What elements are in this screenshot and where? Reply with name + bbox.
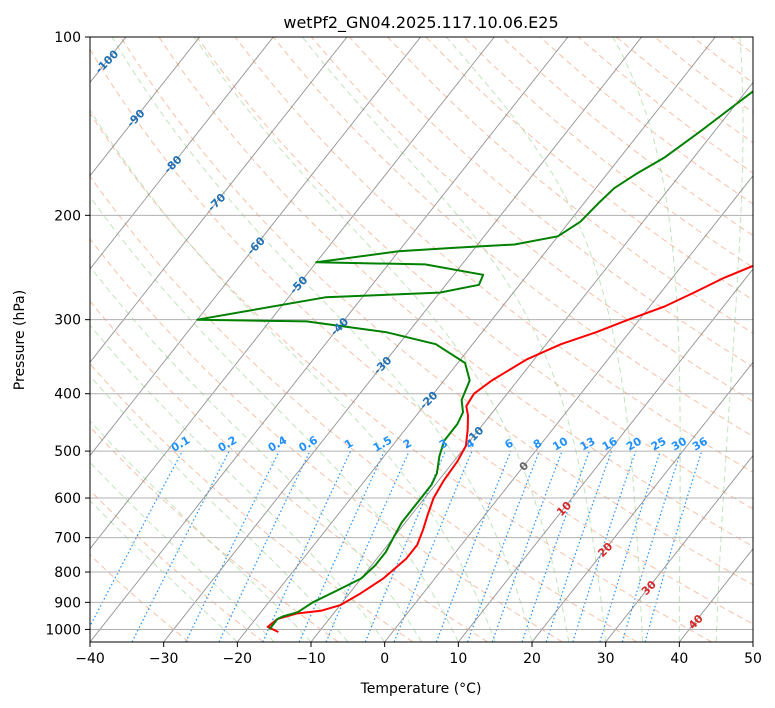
y-tick-label: 300 — [54, 313, 81, 329]
isotherm-line — [457, 268, 753, 642]
x-tick-label: 30 — [597, 651, 615, 667]
isotherm-line — [90, 37, 348, 363]
isotherm-line — [90, 37, 274, 270]
isotherm-line — [605, 454, 753, 642]
moist-adiabat — [90, 324, 386, 642]
x-tick-label: 20 — [523, 651, 541, 667]
mixing-ratio-line — [599, 450, 661, 642]
dry-adiabat — [272, 37, 753, 438]
mixing-ratio-line — [466, 450, 540, 642]
moist-adiabat — [445, 37, 643, 642]
dry-adiabat — [90, 112, 712, 642]
mixing-ratio-line — [325, 450, 410, 642]
dry-adiabat — [158, 37, 753, 548]
mixing-ratio-line — [90, 450, 183, 628]
x-tick-label: 50 — [744, 651, 762, 667]
y-tick-label: 600 — [54, 491, 81, 507]
moist-adiabat — [193, 37, 570, 642]
x-tick-label: 10 — [449, 651, 467, 667]
x-tick-label: 40 — [670, 651, 688, 667]
y-tick-label: 100 — [54, 30, 81, 46]
dry-adiabat — [425, 37, 753, 301]
series-layer — [196, 90, 753, 633]
moist-adiabat — [90, 265, 422, 642]
moist-adiabat — [612, 37, 681, 642]
isotherm-line — [236, 37, 716, 642]
mixing-ratio-line — [435, 450, 512, 642]
temperature-profile-line — [266, 264, 753, 633]
x-tick-label: −40 — [75, 651, 105, 667]
dry-adiabat — [90, 175, 638, 642]
y-tick-label: 900 — [54, 595, 81, 611]
isotherm-line — [90, 37, 200, 177]
x-tick-label: −20 — [223, 651, 253, 667]
dry-adiabat — [311, 37, 753, 402]
y-tick-label: 400 — [54, 387, 81, 403]
dewpoint-profile-line — [196, 90, 753, 631]
x-tick-label: 0 — [380, 651, 389, 667]
mixing-ratio-line — [521, 450, 590, 642]
isotherm-line — [384, 175, 753, 642]
dry-adiabat — [234, 37, 753, 473]
dry-adiabat — [90, 426, 339, 642]
dry-adiabat — [196, 37, 753, 510]
moist-adiabat — [90, 109, 496, 642]
axis-layer: −40 −30 −20 −10 0 10 20 30 40 50 100 200 300 400 500 60… — [45, 30, 762, 667]
y-tick-label: 1000 — [45, 622, 81, 638]
mixing-ratio-line — [545, 450, 613, 642]
plot-frame — [89, 36, 754, 643]
moist-adiabat — [111, 37, 533, 642]
moist-adiabat — [301, 37, 607, 642]
y-tick-label: 700 — [54, 531, 81, 547]
dry-adiabat — [120, 37, 753, 586]
dry-adiabat — [90, 238, 563, 642]
isotherm-line — [90, 37, 569, 642]
moist-adiabat — [90, 195, 459, 642]
isotherm-line — [90, 37, 421, 457]
y-tick-label: 200 — [54, 208, 81, 224]
dry-adiabat — [90, 300, 488, 642]
mixing-ratio-line — [491, 450, 563, 642]
x-tick-label: −30 — [149, 651, 179, 667]
x-tick-label: −10 — [296, 651, 326, 667]
dry-adiabat — [90, 48, 753, 625]
chart-title: wetPf2_GN04.2025.117.10.06.E25 — [283, 13, 558, 33]
y-tick-label: 500 — [54, 444, 81, 460]
mixing-ratio-line — [364, 450, 446, 642]
mixing-ratio-line — [185, 450, 280, 642]
mixing-ratio-line — [298, 450, 385, 642]
y-tick-label: 800 — [54, 565, 81, 581]
y-axis-label: Pressure (hPa) — [12, 290, 28, 390]
x-axis-label: Temperature (°C) — [360, 681, 482, 697]
moist-adiabat — [715, 37, 744, 642]
isotherm-line — [531, 361, 753, 642]
isotherm-line — [163, 37, 642, 642]
dry-adiabat — [90, 554, 190, 642]
moist-adiabat — [90, 499, 238, 642]
mixing-ratio-line — [621, 450, 682, 642]
mixing-ratio-line — [572, 450, 637, 642]
isotherm-line — [90, 37, 495, 550]
